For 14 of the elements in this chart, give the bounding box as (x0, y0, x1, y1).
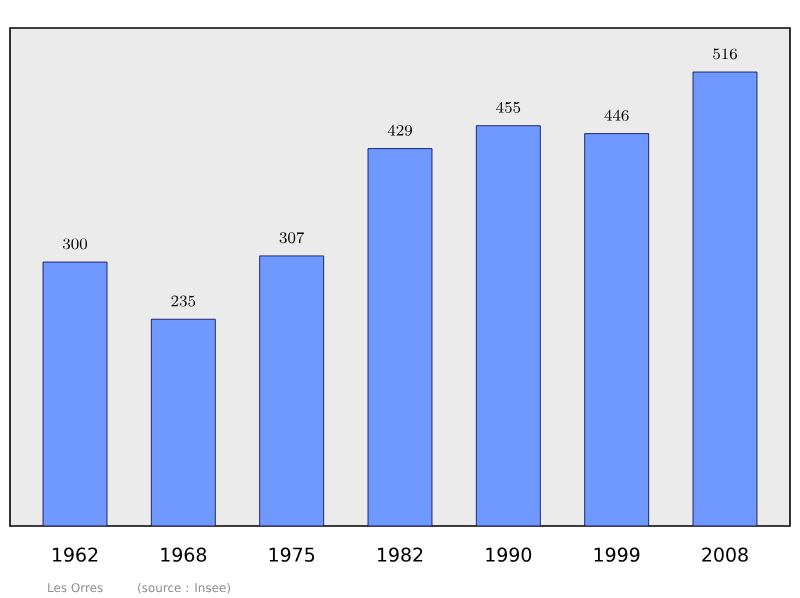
bar (692, 71, 758, 526)
x-tick-label: 1975 (269, 547, 315, 562)
x-tick-label: 1962 (53, 547, 98, 562)
x-tick-label: 1982 (378, 547, 423, 562)
bar (151, 319, 216, 526)
x-tick-label: 2008 (702, 547, 748, 562)
bar (367, 148, 432, 526)
x-tick-label: 1990 (486, 547, 532, 562)
bar (43, 262, 107, 526)
bar (584, 133, 649, 526)
bar (259, 255, 324, 526)
bar (476, 125, 541, 526)
x-tick-label: 1968 (161, 547, 207, 562)
x-tick-label: 1999 (594, 547, 640, 562)
